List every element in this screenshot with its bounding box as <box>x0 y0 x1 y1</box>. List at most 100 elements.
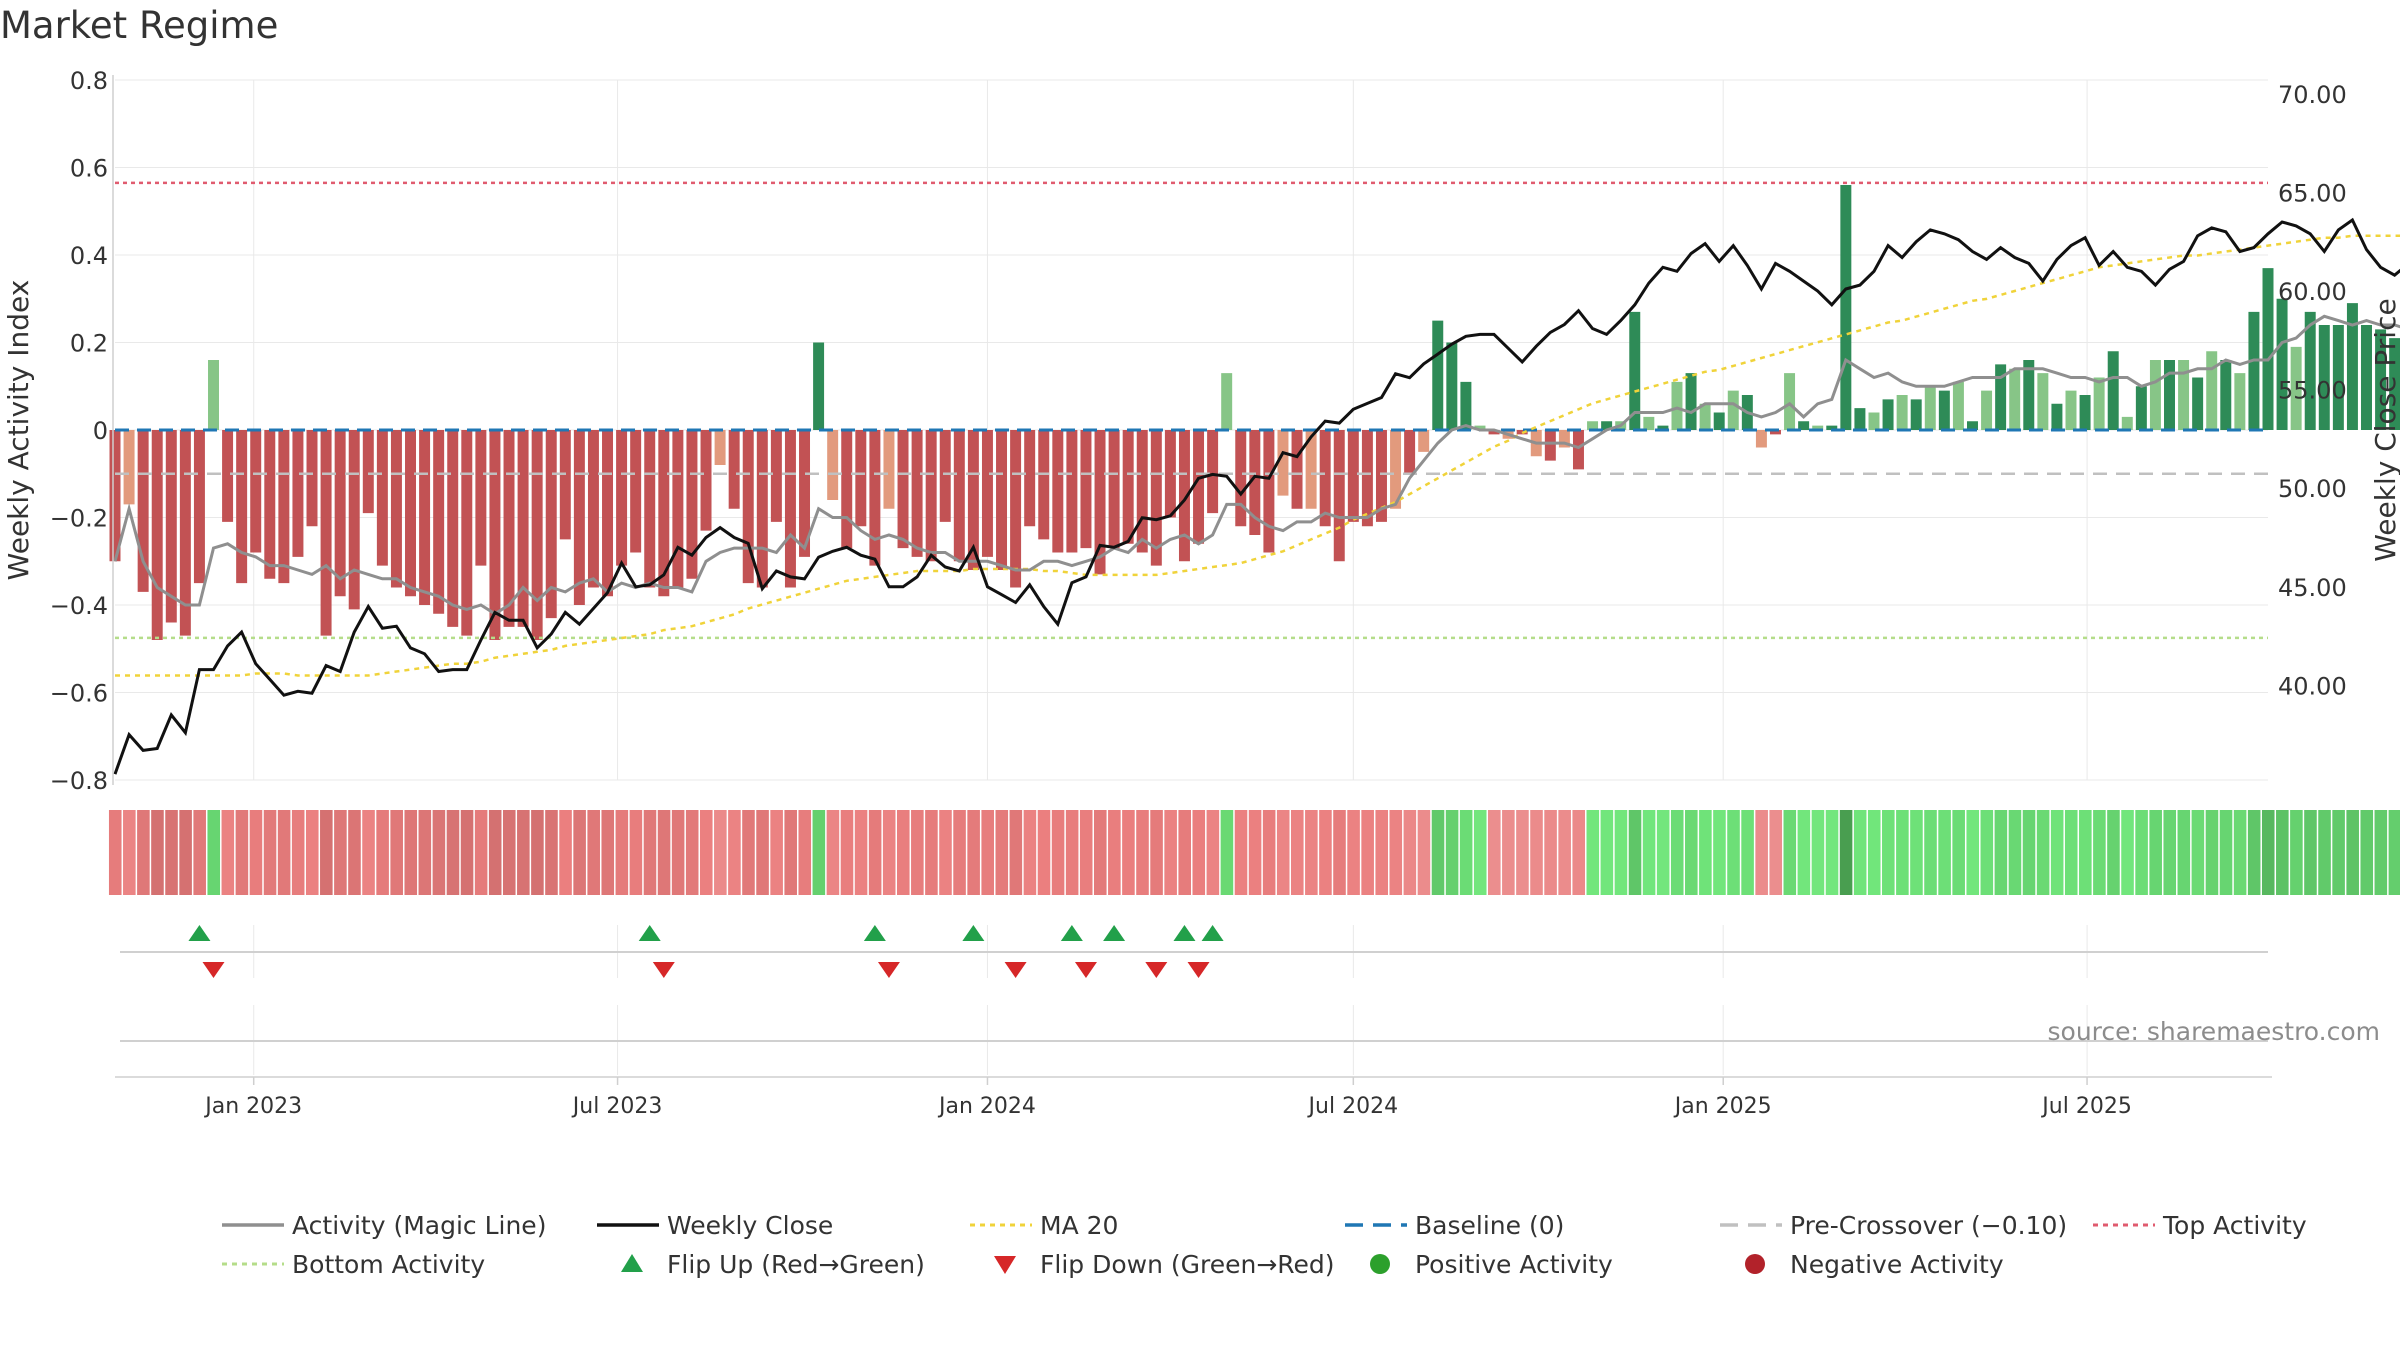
activity-bar <box>165 430 177 623</box>
activity-bar <box>813 342 825 430</box>
regime-cell <box>2008 810 2022 895</box>
regime-cell <box>502 810 516 895</box>
regime-cell <box>1192 810 1206 895</box>
regime-cell <box>868 810 882 895</box>
activity-bar <box>109 430 121 562</box>
regime-cell <box>1417 810 1431 895</box>
regime-cell <box>2346 810 2359 895</box>
regime-cell <box>1685 810 1698 895</box>
activity-bar <box>981 430 993 557</box>
activity-bar <box>897 430 909 549</box>
regime-cell <box>896 810 910 895</box>
regime-cell <box>2276 810 2289 895</box>
legend: Activity (Magic Line) Weekly Close MA 20 Ba… <box>222 1211 2307 1279</box>
activity-bar <box>1755 430 1767 448</box>
activity-bar <box>292 430 304 557</box>
regime-cell <box>334 810 347 895</box>
legend-label: Weekly Close <box>667 1211 833 1240</box>
legend-label: Baseline (0) <box>1415 1211 1564 1240</box>
activity-bar <box>489 430 501 640</box>
regime-cell <box>2093 810 2106 895</box>
flip-down-marker <box>202 962 225 978</box>
activity-bar <box>2121 416 2133 430</box>
regime-cell <box>531 810 544 895</box>
flip-up-marker <box>1060 925 1083 941</box>
regime-cell <box>305 810 319 895</box>
regime-cell <box>517 810 530 895</box>
activity-bar <box>2009 368 2021 430</box>
regime-cell <box>1699 810 1712 895</box>
regime-cell <box>1488 810 1501 895</box>
activity-bar <box>1333 430 1345 562</box>
activity-bar <box>1699 403 1711 430</box>
y-left-tick-label: −0.4 <box>50 592 108 620</box>
legend-label: Negative Activity <box>1790 1250 2004 1279</box>
regime-cell <box>2233 810 2247 895</box>
activity-bar <box>1910 399 1922 430</box>
y-right-tick-label: 70.00 <box>2278 81 2347 109</box>
regime-cell <box>1910 810 1923 895</box>
activity-bar <box>1558 430 1570 448</box>
activity-bar <box>433 430 445 614</box>
regime-cell <box>2247 810 2261 895</box>
regime-cell <box>1333 810 1346 895</box>
regime-cell <box>1867 810 1881 895</box>
activity-bar <box>1263 430 1275 553</box>
legend-label: Pre-Crossover (−0.10) <box>1790 1211 2067 1240</box>
regime-cell <box>263 810 277 895</box>
regime-cell <box>742 810 755 895</box>
activity-bar <box>1347 430 1359 522</box>
regime-cell <box>1009 810 1023 895</box>
regime-cell <box>362 810 375 895</box>
regime-cell <box>1319 810 1332 895</box>
activity-bar <box>2332 325 2344 430</box>
activity-bar <box>2037 373 2049 430</box>
regime-cell <box>1797 810 1811 895</box>
regime-cell <box>2191 810 2205 895</box>
y-left-tick-label: −0.8 <box>50 767 108 795</box>
activity-bar <box>1108 430 1120 549</box>
regime-cell <box>699 810 713 895</box>
regime-cell <box>1459 810 1473 895</box>
y-right-axis-label: Weekly Close Price <box>2369 298 2400 561</box>
regime-cell <box>685 810 699 895</box>
regime-cell <box>2290 810 2303 895</box>
activity-bar <box>573 430 585 605</box>
regime-cell <box>1347 810 1360 895</box>
activity-bar <box>2135 386 2147 430</box>
regime-cell <box>277 810 291 895</box>
regime-cell <box>123 810 136 895</box>
regime-cell <box>348 810 361 895</box>
regime-cell <box>615 810 629 895</box>
activity-bar <box>1207 430 1219 514</box>
regime-cell <box>995 810 1009 895</box>
activity-bar <box>1390 430 1402 509</box>
regime-cell <box>1572 810 1586 895</box>
legend-triangle-up-icon <box>621 1254 643 1272</box>
activity-bar <box>1938 390 1950 430</box>
y-left-tick-label: 0.2 <box>70 330 108 358</box>
activity-bar <box>1868 412 1880 430</box>
regime-cell <box>432 810 446 895</box>
regime-cell <box>1783 810 1797 895</box>
activity-bar <box>1587 421 1599 430</box>
regime-cell <box>474 810 488 895</box>
regime-cell <box>1206 810 1220 895</box>
x-tick-label: Jul 2023 <box>571 1094 663 1119</box>
regime-cell <box>1741 810 1754 895</box>
activity-bar <box>2065 390 2077 430</box>
regime-cell <box>2205 810 2219 895</box>
regime-cell <box>981 810 994 895</box>
activity-bar <box>1671 381 1683 430</box>
activity-bar <box>1995 364 2007 430</box>
y-left-tick-label: 0.6 <box>70 155 108 183</box>
activity-bar <box>756 430 768 588</box>
regime-cell <box>1473 810 1487 895</box>
regime-cell <box>911 810 924 895</box>
activity-bar <box>1136 430 1148 553</box>
y-right-tick-label: 45.00 <box>2278 574 2347 602</box>
regime-cell <box>320 810 333 895</box>
y-left-axis-label: Weekly Activity Index <box>2 280 35 581</box>
flip-up-marker <box>1201 925 1224 941</box>
y-right-tick-label: 50.00 <box>2278 475 2347 503</box>
